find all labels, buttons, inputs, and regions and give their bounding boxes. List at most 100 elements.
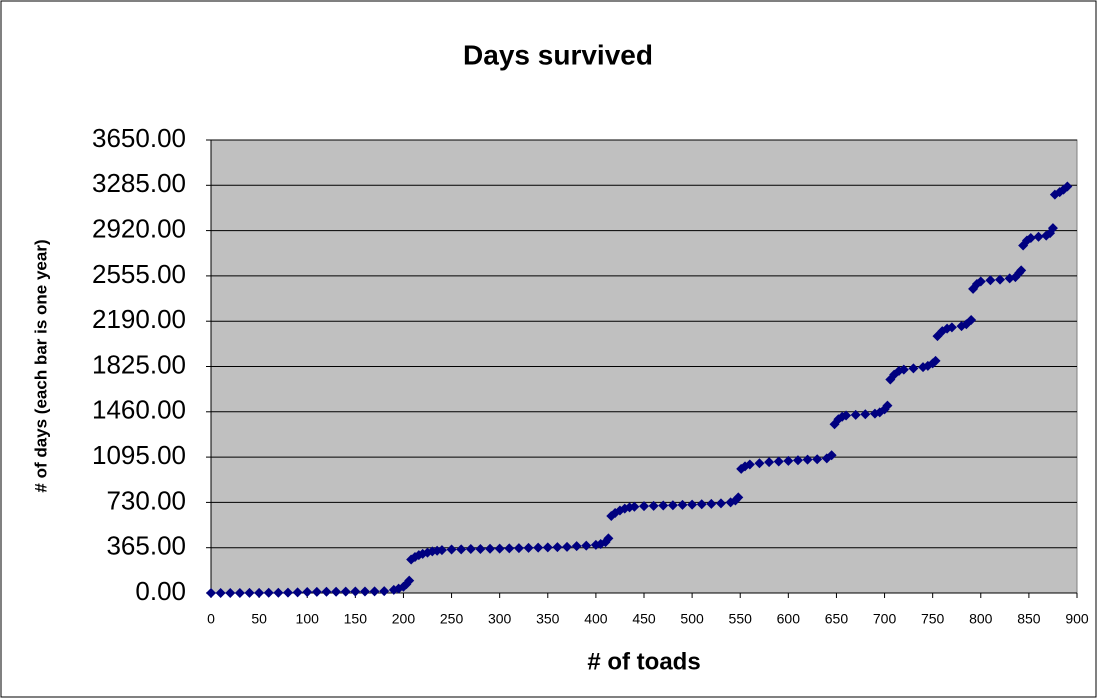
point: [1025, 233, 1036, 244]
y-tick-label: 730.00: [106, 485, 186, 515]
point: [773, 456, 784, 467]
point: [340, 586, 351, 597]
y-tick-label: 2555.00: [92, 259, 186, 289]
point: [1016, 265, 1027, 276]
point: [244, 587, 255, 598]
x-tick-label: 900: [1065, 611, 1089, 627]
point: [841, 410, 852, 421]
point: [898, 364, 909, 375]
point: [802, 454, 813, 465]
point: [446, 544, 457, 555]
point: [571, 541, 582, 552]
x-tick-label: 450: [632, 611, 656, 627]
point: [995, 274, 1006, 285]
point: [733, 492, 744, 503]
x-tick-label: 250: [440, 611, 464, 627]
y-tick-label: 1095.00: [92, 440, 186, 470]
point: [850, 409, 861, 420]
point: [215, 588, 226, 598]
point: [648, 500, 659, 511]
point: [687, 499, 698, 510]
point: [610, 507, 621, 518]
point: [985, 275, 996, 286]
point: [826, 450, 837, 461]
point: [706, 498, 717, 509]
point: [359, 586, 370, 597]
y-tick-label: 365.00: [106, 531, 186, 561]
point: [882, 400, 893, 411]
point: [206, 588, 216, 598]
point: [658, 500, 669, 511]
x-tick-label: 350: [536, 611, 560, 627]
point: [321, 586, 332, 597]
x-tick-label: 400: [584, 611, 608, 627]
y-tick-label: 1460.00: [92, 395, 186, 425]
point: [1018, 240, 1029, 251]
point: [581, 540, 592, 551]
point: [1062, 181, 1073, 192]
y-tick-label: 1825.00: [92, 349, 186, 379]
point: [754, 458, 765, 469]
point: [966, 314, 977, 325]
point: [1033, 231, 1044, 242]
point: [860, 409, 871, 420]
chart-title: Days survived: [463, 39, 653, 70]
point: [946, 322, 957, 333]
point: [369, 586, 380, 597]
x-tick-label: 50: [251, 611, 267, 627]
y-tick-label: 2190.00: [92, 304, 186, 334]
point: [465, 543, 476, 554]
point: [629, 501, 640, 512]
point: [234, 588, 245, 598]
point: [715, 498, 726, 509]
point: [263, 587, 274, 598]
point: [908, 363, 919, 374]
x-tick-label: 500: [680, 611, 704, 627]
point: [562, 541, 573, 552]
y-axis-label: # of days (each bar is one year): [31, 239, 50, 492]
x-tick-label: 650: [825, 611, 849, 627]
point: [1047, 223, 1058, 234]
point: [696, 499, 707, 510]
point: [667, 500, 678, 511]
x-tick-label: 150: [344, 611, 368, 627]
point: [436, 545, 447, 556]
point: [513, 543, 524, 554]
point: [311, 586, 322, 597]
point: [504, 543, 515, 554]
x-tick-label: 550: [729, 611, 753, 627]
x-tick-label: 700: [873, 611, 897, 627]
y-tick-label: 0.00: [135, 576, 186, 606]
point: [930, 355, 941, 366]
point: [292, 587, 303, 598]
x-tick-label: 600: [777, 611, 801, 627]
point: [783, 455, 794, 466]
point: [456, 544, 467, 555]
y-tick-label: 3650.00: [92, 123, 186, 153]
x-tick-label: 750: [921, 611, 945, 627]
x-axis-label: # of toads: [587, 648, 700, 675]
point: [485, 543, 496, 554]
point: [273, 587, 284, 598]
point: [379, 586, 390, 597]
point: [350, 586, 361, 597]
point: [744, 459, 755, 470]
y-tick-label: 3285.00: [92, 168, 186, 198]
point: [639, 501, 649, 512]
point: [542, 542, 553, 553]
point: [494, 543, 505, 554]
x-tick-label: 200: [392, 611, 416, 627]
point: [282, 587, 293, 598]
x-tick-label: 850: [1017, 611, 1041, 627]
point: [523, 542, 534, 553]
point: [677, 499, 688, 510]
point: [764, 457, 775, 468]
point: [475, 543, 486, 554]
x-tick-label: 300: [488, 611, 512, 627]
point: [533, 542, 544, 553]
y-tick-label: 2920.00: [92, 213, 186, 243]
point: [302, 587, 313, 598]
point: [975, 276, 986, 287]
